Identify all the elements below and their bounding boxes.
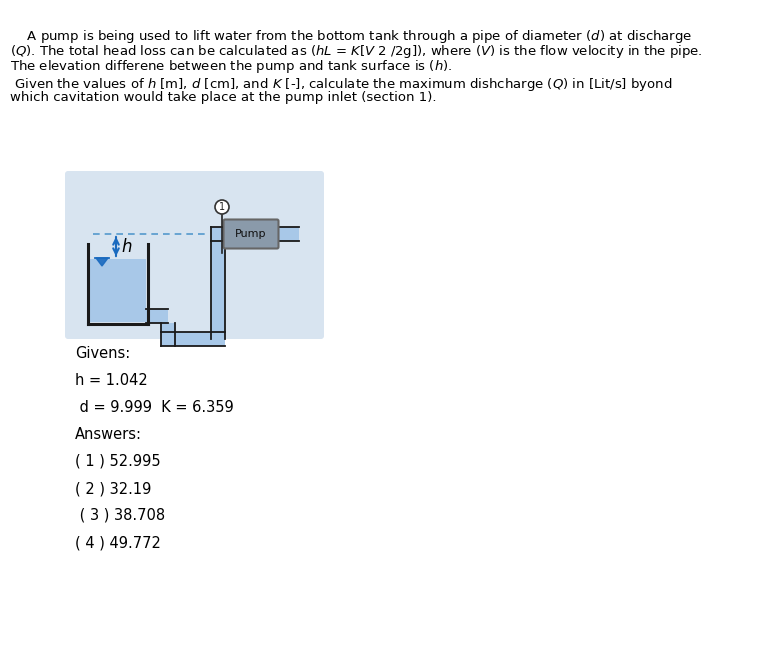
Text: $\it{h}$: $\it{h}$	[121, 238, 133, 256]
Text: The elevation differene between the pump and tank surface is ($\it{h}$).: The elevation differene between the pump…	[10, 58, 452, 75]
Text: d = 9.999  K = 6.359: d = 9.999 K = 6.359	[75, 400, 234, 415]
Text: Answers:: Answers:	[75, 427, 142, 442]
Bar	[90, 259, 146, 322]
Text: Givens:: Givens:	[75, 346, 130, 361]
Bar	[211, 227, 226, 241]
Text: ( 1 ) 52.995: ( 1 ) 52.995	[75, 454, 161, 469]
Circle shape	[215, 200, 229, 214]
FancyBboxPatch shape	[65, 171, 324, 339]
Text: A pump is being used to lift water from the bottom tank through a pipe of diamet: A pump is being used to lift water from …	[10, 28, 692, 45]
Text: ($\it{Q}$). The total head loss can be calculated as ($\it{hL}$ = $\it{K}$[$\it{: ($\it{Q}$). The total head loss can be c…	[10, 43, 703, 60]
Text: which cavitation would take place at the pump inlet (section 1).: which cavitation would take place at the…	[10, 91, 436, 104]
Bar	[161, 332, 225, 346]
Text: ( 4 ) 49.772: ( 4 ) 49.772	[75, 535, 161, 550]
Text: 1: 1	[219, 202, 225, 212]
FancyBboxPatch shape	[223, 220, 279, 248]
Bar	[161, 323, 175, 346]
Bar	[276, 227, 299, 241]
Text: Given the values of $\it{h}$ [m], $\it{d}$ [cm], and $\it{K}$ [-], calculate the: Given the values of $\it{h}$ [m], $\it{d…	[10, 76, 672, 93]
Text: ( 3 ) 38.708: ( 3 ) 38.708	[75, 508, 165, 523]
Bar	[211, 227, 225, 339]
Text: Pump: Pump	[235, 229, 267, 239]
Text: h = 1.042: h = 1.042	[75, 373, 147, 388]
Text: ( 2 ) 32.19: ( 2 ) 32.19	[75, 481, 151, 496]
Polygon shape	[96, 258, 108, 266]
Bar	[146, 309, 168, 323]
